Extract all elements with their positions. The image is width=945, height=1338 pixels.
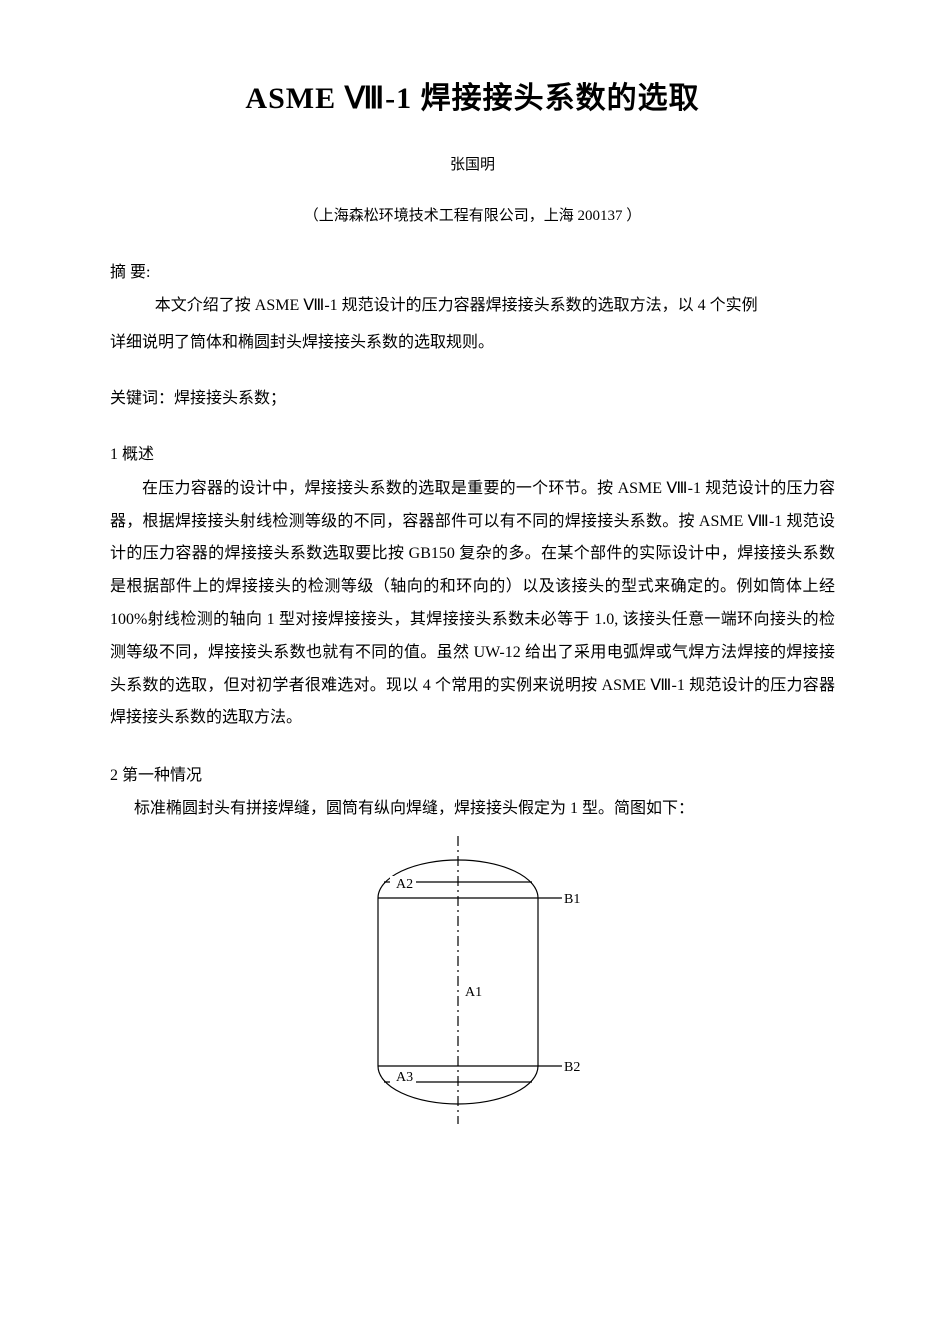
vessel-svg: A2 B1 B2 A3 A1 [318, 836, 628, 1126]
section-1-body: 在压力容器的设计中，焊接接头系数的选取是重要的一个环节。按 ASME Ⅷ-1 规… [110, 473, 835, 735]
label-a3: A3 [396, 1070, 413, 1085]
vessel-diagram: A2 B1 B2 A3 A1 [110, 836, 835, 1126]
keywords-line: 关键词：焊接接头系数； [110, 384, 835, 414]
section-2-heading: 2 第一种情况 [110, 761, 835, 791]
section-1-heading: 1 概述 [110, 440, 835, 470]
section-2-intro: 标准椭圆封头有拼接焊缝，圆筒有纵向焊缝，焊接接头假定为 1 型。简图如下： [110, 794, 835, 824]
page-title: ASME Ⅷ-1 焊接接头系数的选取 [110, 70, 835, 127]
label-b1: B1 [564, 892, 580, 907]
label-a1: A1 [465, 985, 482, 1000]
label-a2: A2 [396, 877, 413, 892]
author-affiliation: （上海森松环境技术工程有限公司，上海 200137 ） [110, 202, 835, 231]
abstract-text-1: 本文介绍了按 ASME Ⅷ-1 规范设计的压力容器焊接接头系数的选取方法，以 4… [110, 290, 835, 323]
label-b2: B2 [564, 1060, 580, 1075]
abstract-label: 摘 要: [110, 258, 835, 288]
author-name: 张国明 [110, 151, 835, 180]
abstract-text-2: 详细说明了筒体和椭圆封头焊接接头系数的选取规则。 [110, 327, 835, 360]
